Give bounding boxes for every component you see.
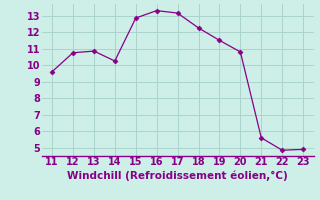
X-axis label: Windchill (Refroidissement éolien,°C): Windchill (Refroidissement éolien,°C) [67, 170, 288, 181]
